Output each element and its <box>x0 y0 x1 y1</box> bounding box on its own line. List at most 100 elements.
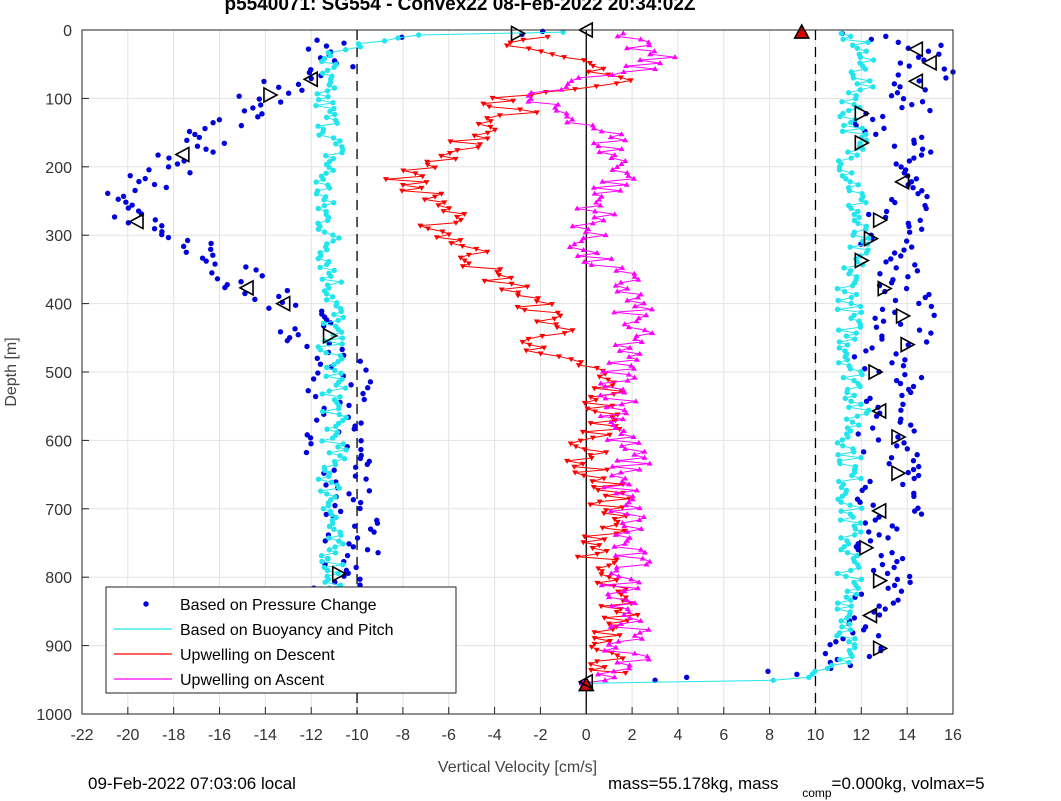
data-point <box>216 117 223 123</box>
data-point <box>324 217 331 224</box>
data-point <box>352 464 359 470</box>
data-point <box>938 42 944 48</box>
data-point <box>558 86 565 92</box>
data-point <box>919 134 925 140</box>
data-point <box>568 77 575 83</box>
data-point <box>851 449 857 455</box>
data-point <box>905 274 911 280</box>
data-point <box>624 528 631 534</box>
legend-entry: Upwelling on Ascent <box>114 672 325 689</box>
event-marker <box>907 40 924 58</box>
data-point <box>629 496 636 502</box>
data-point <box>866 653 873 660</box>
legend-entry: Based on Buoyancy and Pitch <box>114 622 393 639</box>
data-point <box>897 321 904 327</box>
data-point <box>851 217 858 224</box>
data-point <box>331 64 337 71</box>
data-point <box>646 42 653 48</box>
data-point <box>628 362 635 368</box>
data-point <box>908 244 915 250</box>
data-point <box>834 606 841 612</box>
data-point <box>618 131 625 137</box>
data-point <box>579 461 586 467</box>
data-point <box>350 496 357 503</box>
data-point <box>646 558 653 564</box>
data-point <box>317 361 324 367</box>
data-point <box>631 303 638 309</box>
data-point <box>318 553 325 559</box>
data-point <box>221 140 228 146</box>
data-point <box>924 193 930 200</box>
data-point <box>591 190 598 196</box>
data-point <box>894 90 901 96</box>
data-point <box>863 199 869 206</box>
data-point <box>238 122 245 129</box>
data-point <box>326 450 332 456</box>
data-point <box>323 297 330 303</box>
data-point <box>324 491 330 497</box>
data-point <box>457 238 464 244</box>
data-point <box>400 168 407 174</box>
data-point <box>600 66 607 72</box>
data-point <box>324 88 331 94</box>
data-point <box>922 87 928 93</box>
data-point <box>835 297 841 304</box>
data-point <box>417 223 424 229</box>
data-point <box>897 380 904 387</box>
data-point <box>340 314 347 321</box>
legend-box <box>105 586 457 694</box>
data-point <box>809 671 815 678</box>
data-point <box>125 205 132 211</box>
data-point <box>600 511 607 517</box>
legend-swatch <box>143 601 149 607</box>
data-point <box>637 546 644 552</box>
data-point <box>617 620 624 626</box>
data-point <box>857 54 864 60</box>
data-point <box>203 146 209 152</box>
data-point <box>840 36 846 43</box>
data-point <box>828 662 835 669</box>
data-point <box>885 535 891 541</box>
event-marker <box>907 72 924 90</box>
data-point <box>894 576 901 583</box>
data-point <box>539 334 546 340</box>
data-point <box>314 91 320 97</box>
data-point <box>842 288 848 295</box>
data-point <box>549 52 556 58</box>
data-point <box>617 279 624 285</box>
x-tick-label: 10 <box>807 727 825 744</box>
data-point <box>314 417 320 423</box>
data-point <box>631 632 638 638</box>
data-point <box>636 517 643 523</box>
y-tick-label: 500 <box>45 365 72 382</box>
data-point <box>866 529 872 535</box>
data-point <box>870 57 877 63</box>
data-point <box>284 287 291 294</box>
data-point <box>588 668 595 674</box>
data-point <box>266 305 272 311</box>
data-point <box>842 395 848 402</box>
event-marker <box>872 639 889 657</box>
data-point <box>849 419 856 425</box>
data-point <box>142 175 148 182</box>
data-point <box>906 573 913 580</box>
data-point <box>336 235 342 241</box>
data-point <box>574 252 581 258</box>
data-point <box>184 137 190 144</box>
data-point <box>622 158 629 164</box>
data-point <box>210 149 216 155</box>
data-point <box>331 267 337 274</box>
data-point <box>357 582 363 588</box>
data-point <box>519 339 526 345</box>
x-tick-label: -18 <box>162 727 185 744</box>
data-point <box>419 174 426 180</box>
data-point <box>855 182 861 188</box>
data-point <box>326 285 332 291</box>
data-point <box>595 566 602 572</box>
data-point <box>580 58 587 64</box>
data-point <box>594 551 601 557</box>
data-point <box>637 36 644 42</box>
data-point <box>608 570 615 576</box>
data-point <box>900 95 907 102</box>
data-point <box>487 119 494 125</box>
